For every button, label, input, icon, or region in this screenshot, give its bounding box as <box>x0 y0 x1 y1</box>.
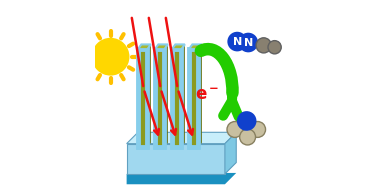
Circle shape <box>250 122 265 137</box>
Circle shape <box>256 38 271 53</box>
Circle shape <box>240 129 256 145</box>
Polygon shape <box>127 132 236 144</box>
Circle shape <box>91 38 130 76</box>
Circle shape <box>239 33 258 52</box>
Circle shape <box>268 41 281 54</box>
Polygon shape <box>198 44 202 147</box>
Polygon shape <box>155 49 164 147</box>
Polygon shape <box>225 132 236 174</box>
Polygon shape <box>189 44 202 49</box>
Polygon shape <box>138 44 151 49</box>
Polygon shape <box>172 49 181 147</box>
Text: N: N <box>232 37 242 46</box>
Text: N: N <box>244 38 253 47</box>
Circle shape <box>227 32 247 51</box>
Text: $\mathbf{e^-}$: $\mathbf{e^-}$ <box>195 85 219 104</box>
Polygon shape <box>189 49 198 147</box>
Polygon shape <box>181 44 185 147</box>
Polygon shape <box>164 44 168 147</box>
Polygon shape <box>172 44 185 49</box>
Polygon shape <box>127 163 236 184</box>
Polygon shape <box>138 49 147 147</box>
Circle shape <box>237 111 256 131</box>
Polygon shape <box>155 44 168 49</box>
Polygon shape <box>127 144 225 174</box>
Polygon shape <box>147 44 151 147</box>
Circle shape <box>227 122 243 137</box>
